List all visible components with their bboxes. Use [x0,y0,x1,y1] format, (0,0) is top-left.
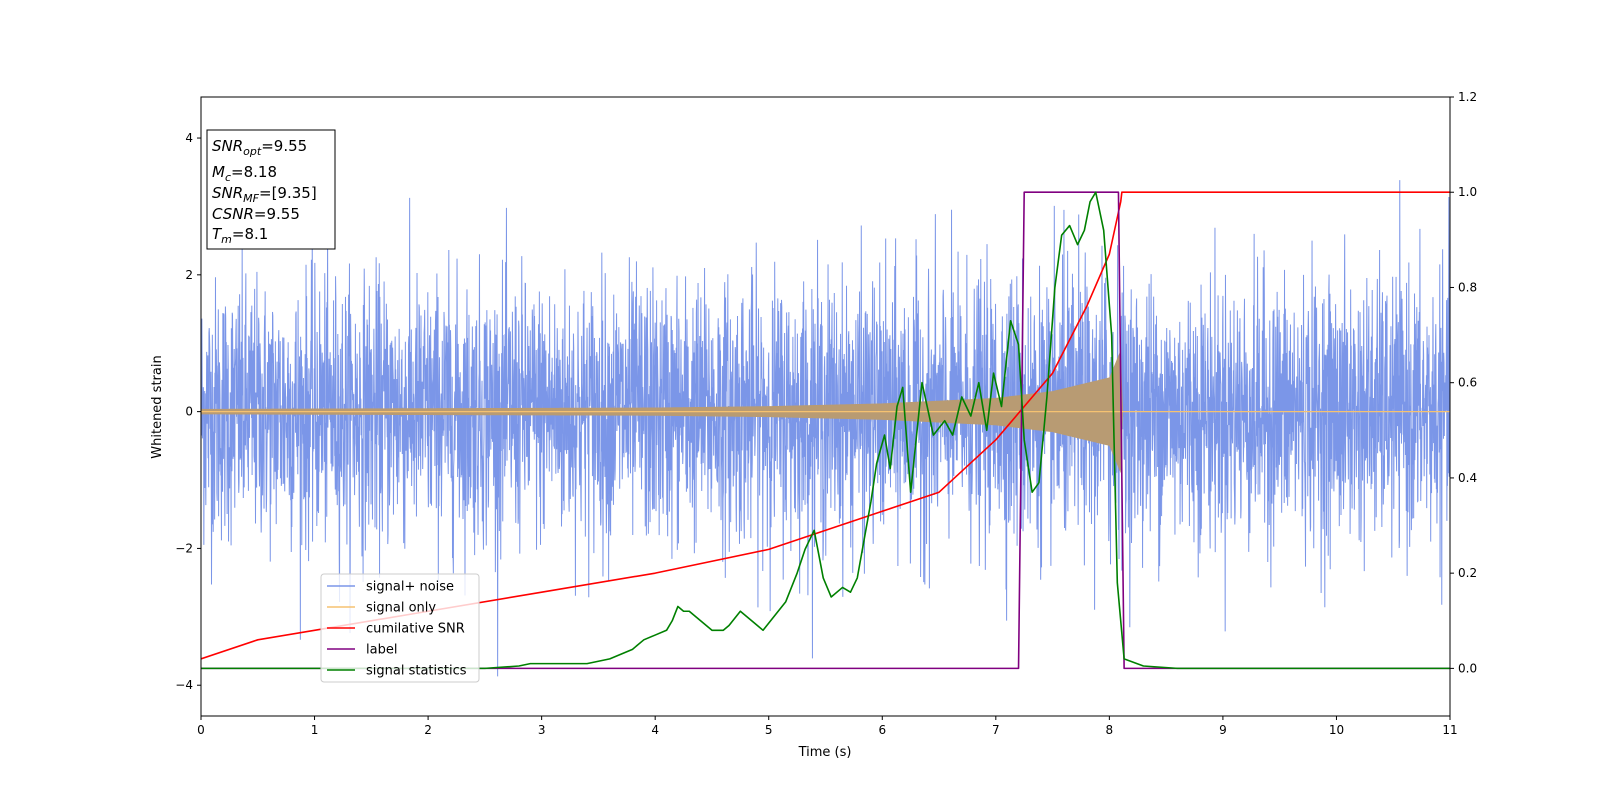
x-tick-label: 0 [197,723,205,737]
plot-frame [200,96,1451,717]
annotation-line: CSNR=9.55 [212,205,300,223]
y-left-tick-label: 4 [185,131,193,145]
y-left-tick-label: −4 [175,678,193,692]
x-tick-label: 8 [1106,723,1114,737]
legend-label: signal only [366,601,436,616]
x-tick-label: 5 [765,723,773,737]
x-tick-label: 11 [1442,723,1457,737]
y-left-tick-label: −2 [175,541,193,555]
x-tick-label: 6 [878,723,886,737]
annotation-line: Mc=8.18 [212,163,277,184]
legend-label: label [366,643,397,658]
x-tick-label: 4 [651,723,659,737]
x-tick-label: 9 [1219,723,1227,737]
legend: signal+ noise signal only cumilative SNR la… [320,573,480,683]
x-axis-label: Time (s) [798,745,852,760]
legend-label: cumilative SNR [366,622,465,637]
y-right-tick-label: 0.2 [1458,566,1477,580]
series-signal-statistics [201,191,1450,670]
x-tick-label: 2 [424,723,432,737]
y-right-tick-label: 0.0 [1458,661,1477,675]
x-tick-label: 1 [311,723,319,737]
y-right-tick-label: 1.2 [1458,90,1477,104]
x-tick-label: 3 [538,723,546,737]
x-tick-label: 10 [1329,723,1344,737]
legend-frame [320,573,480,683]
y-left-tick-label: 2 [185,268,193,282]
y-right-tick-label: 0.4 [1458,471,1477,485]
annotation-line: Tm=8.1 [212,225,268,246]
y-right-tick-label: 1.0 [1458,185,1477,199]
annotation-frame [206,129,336,250]
annotation-line: SNRopt=9.55 [212,137,307,158]
legend-label: signal statistics [366,664,467,679]
legend-label: signal+ noise [366,580,454,595]
y-axis-label: Whitened strain [150,355,165,458]
y-left-tick-label: 0 [185,405,193,419]
annotation-line: SNRMF=[9.35] [212,184,317,205]
y-right-tick-label: 0.6 [1458,376,1477,390]
axes: 0 1 2 3 4 5 6 7 8 9 10 11 −4 −2 0 2 4 0.0 0.2 0.4 0.6 0.8 1.0 1… [175,90,1477,737]
x-tick-label: 7 [992,723,1000,737]
y-right-tick-label: 0.8 [1458,280,1477,294]
